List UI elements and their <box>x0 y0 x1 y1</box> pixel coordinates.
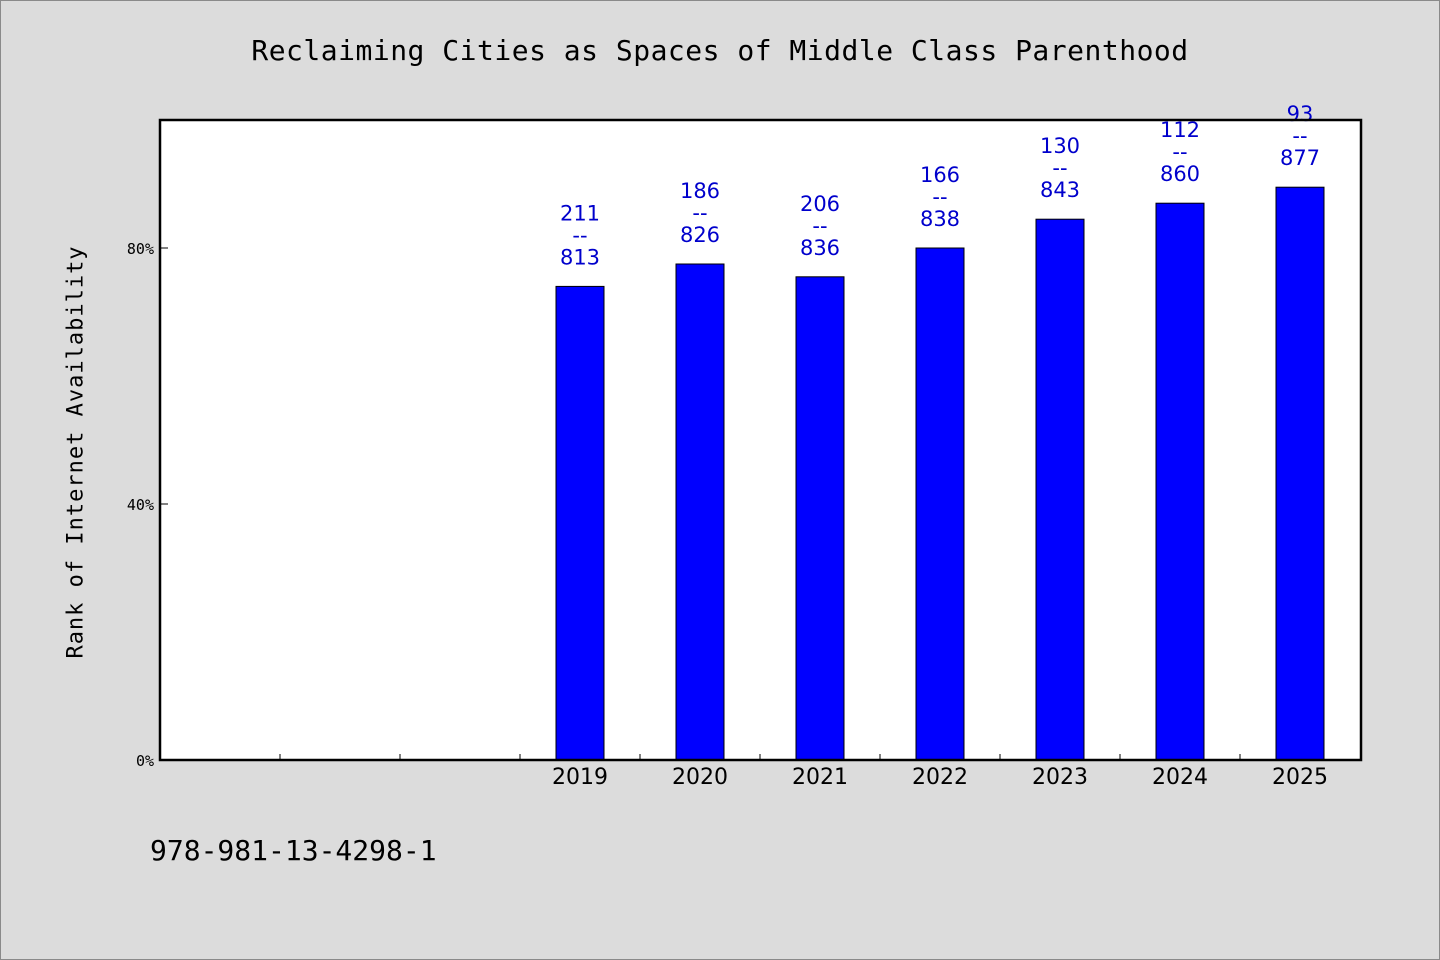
bar <box>1275 186 1325 761</box>
data-label: -- <box>572 223 587 247</box>
bars-layer <box>555 186 1325 761</box>
y-tick-label: 0% <box>136 752 154 770</box>
data-label: 166 <box>920 163 960 187</box>
data-label: 130 <box>1040 134 1080 158</box>
data-label: -- <box>1172 140 1187 164</box>
footer-code: 978-981-13-4298-1 <box>150 834 437 867</box>
data-label: -- <box>1292 124 1307 148</box>
data-labels-layer: 211--813186--826206--836166--838130--843… <box>560 102 1320 269</box>
data-label: 826 <box>680 223 720 247</box>
data-label: 836 <box>800 236 840 260</box>
data-label: 206 <box>800 192 840 216</box>
plot-border <box>158 118 1363 762</box>
x-tick-label: 2023 <box>1032 765 1088 790</box>
x-tick-label: 2020 <box>672 765 728 790</box>
data-label: 813 <box>560 245 600 269</box>
bar <box>675 263 725 761</box>
y-tick-label: 40% <box>127 496 154 514</box>
data-label: 93 <box>1287 102 1314 126</box>
bar <box>1155 202 1205 761</box>
data-label: 112 <box>1160 118 1200 142</box>
data-label: -- <box>692 201 707 225</box>
bar <box>915 247 965 761</box>
x-tick-label: 2021 <box>792 765 848 790</box>
x-tick-label: 2019 <box>552 765 608 790</box>
data-label: 838 <box>920 207 960 231</box>
data-label: 860 <box>1160 162 1200 186</box>
bar <box>555 285 605 761</box>
bar <box>795 276 845 761</box>
y-tick-label: 80% <box>127 240 154 258</box>
x-tick-label: 2025 <box>1272 765 1328 790</box>
x-tick-label: 2022 <box>912 765 968 790</box>
data-label: -- <box>1052 156 1067 180</box>
data-label: -- <box>812 214 827 238</box>
data-label: 211 <box>560 201 600 225</box>
x-tick-label: 2024 <box>1152 765 1208 790</box>
data-label: 186 <box>680 179 720 203</box>
chart-title: Reclaiming Cities as Spaces of Middle Cl… <box>251 34 1189 67</box>
data-label: 877 <box>1280 146 1320 170</box>
data-label: 843 <box>1040 178 1080 202</box>
bar <box>1035 218 1085 761</box>
data-label: -- <box>932 185 947 209</box>
